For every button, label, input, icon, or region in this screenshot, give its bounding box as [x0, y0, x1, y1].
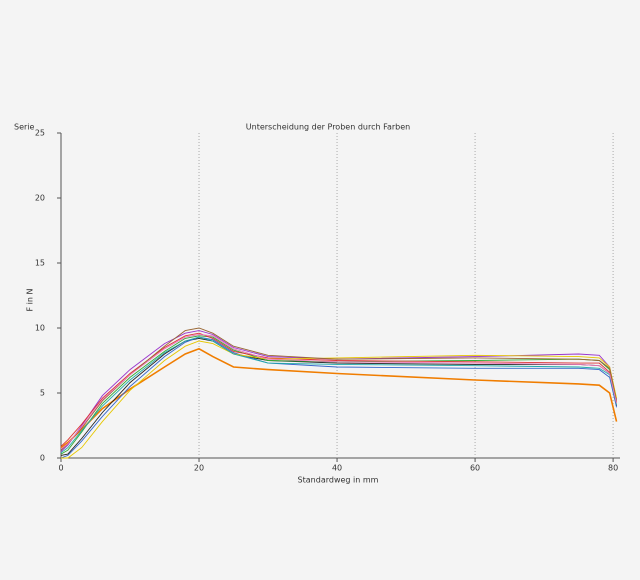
series-line	[60, 336, 617, 459]
corner-label: Serie	[14, 123, 35, 132]
x-tick-label: 40	[332, 464, 342, 473]
chart-title: Unterscheidung der Proben durch Farben	[246, 123, 410, 132]
x-axis-label: Standardweg in mm	[298, 476, 379, 485]
y-tick-label: 5	[40, 389, 45, 398]
y-tick-label: 15	[35, 259, 45, 268]
series-line	[60, 327, 617, 451]
series-line	[60, 330, 617, 452]
series-line	[60, 334, 617, 450]
series-line	[61, 340, 617, 459]
series-line	[60, 347, 618, 449]
x-tick-label: 20	[194, 464, 204, 473]
y-tick-label: 0	[40, 454, 45, 463]
x-tick-label: 60	[470, 464, 480, 473]
series-line	[60, 332, 617, 447]
series-line	[60, 336, 617, 454]
y-tick-label: 20	[35, 194, 45, 203]
y-tick-label: 10	[35, 324, 45, 333]
y-axis-label: F in N	[26, 289, 35, 312]
x-tick-label: 80	[608, 464, 618, 473]
y-tick-label: 25	[35, 129, 45, 138]
x-tick-label: 0	[58, 464, 63, 473]
